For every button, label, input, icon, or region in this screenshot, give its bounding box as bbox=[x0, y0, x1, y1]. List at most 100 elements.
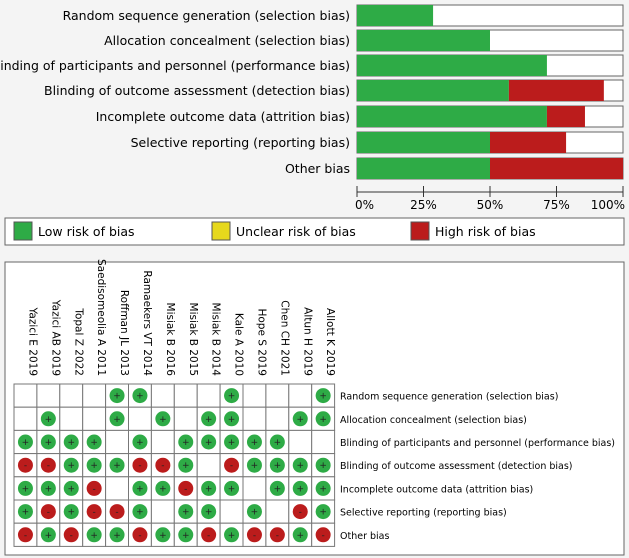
high-risk-icon bbox=[86, 504, 102, 520]
low-risk-icon bbox=[224, 480, 240, 496]
judgement-symbol: + bbox=[67, 508, 75, 518]
low-risk-icon bbox=[132, 504, 148, 520]
grid-cell bbox=[13, 406, 38, 431]
low-risk-icon bbox=[178, 434, 194, 450]
study-label: Yazici E 2019 bbox=[26, 306, 38, 376]
low-risk-icon bbox=[201, 411, 217, 427]
grid-cell bbox=[13, 383, 38, 408]
bar-segment-low bbox=[357, 30, 490, 51]
low-risk-icon bbox=[246, 504, 262, 520]
legend-swatch bbox=[13, 221, 33, 241]
low-risk-icon bbox=[86, 434, 102, 450]
judgement-symbol: - bbox=[138, 461, 141, 471]
x-tick-label: 75% bbox=[543, 198, 570, 212]
bar-segment-high bbox=[490, 158, 623, 179]
bar-segment-high bbox=[546, 106, 585, 127]
bar-segment-low bbox=[357, 5, 434, 26]
low-risk-icon bbox=[109, 411, 125, 427]
low-risk-icon bbox=[17, 480, 33, 496]
grid-cell bbox=[242, 406, 267, 431]
judgement-symbol: + bbox=[90, 461, 98, 471]
judgement-symbol: + bbox=[113, 415, 121, 425]
low-risk-icon bbox=[86, 527, 102, 543]
study-label: Topal Z 2022 bbox=[72, 307, 84, 376]
judgement-symbol: + bbox=[251, 438, 259, 448]
judgement-symbol: + bbox=[182, 531, 190, 541]
study-label: Misiak B 2015 bbox=[187, 303, 199, 376]
judgement-symbol: + bbox=[251, 508, 259, 518]
low-risk-icon bbox=[155, 480, 171, 496]
low-risk-icon bbox=[63, 504, 79, 520]
judgement-symbol: + bbox=[159, 415, 167, 425]
legend-label: High risk of bias bbox=[435, 224, 536, 239]
judgement-symbol: + bbox=[159, 531, 167, 541]
judgement-symbol: - bbox=[47, 461, 50, 471]
study-label: Misiak B 2014 bbox=[210, 303, 222, 377]
low-risk-icon bbox=[17, 434, 33, 450]
high-risk-icon bbox=[269, 527, 285, 543]
judgement-symbol: + bbox=[67, 484, 75, 494]
judgement-symbol: + bbox=[113, 461, 121, 471]
judgement-symbol: - bbox=[207, 531, 210, 541]
bar-segment-low bbox=[357, 80, 509, 101]
judgement-symbol: + bbox=[296, 484, 304, 494]
low-risk-icon bbox=[315, 480, 331, 496]
judgement-symbol: + bbox=[45, 415, 53, 425]
grid-cell bbox=[105, 476, 129, 501]
judgement-symbol: - bbox=[276, 531, 279, 541]
judgement-symbol: + bbox=[136, 392, 144, 402]
low-risk-icon bbox=[246, 457, 262, 473]
legend-swatch bbox=[211, 221, 231, 241]
low-risk-icon bbox=[40, 480, 56, 496]
judgement-symbol: + bbox=[296, 461, 304, 471]
high-risk-icon bbox=[178, 480, 194, 496]
judgement-symbol: + bbox=[45, 438, 53, 448]
study-label: Ramaekers VT 2014 bbox=[141, 270, 153, 376]
grid-cell bbox=[265, 383, 290, 408]
low-risk-icon bbox=[246, 434, 262, 450]
grid-cell bbox=[59, 383, 84, 408]
study-label: Roffman JL 2013 bbox=[118, 290, 130, 376]
grid-cell bbox=[242, 476, 267, 501]
low-risk-icon bbox=[63, 434, 79, 450]
grid-cell bbox=[128, 406, 152, 431]
judgement-symbol: - bbox=[322, 531, 325, 541]
judgement-symbol: + bbox=[22, 438, 30, 448]
high-risk-icon bbox=[224, 457, 240, 473]
judgement-symbol: + bbox=[228, 415, 236, 425]
low-risk-icon bbox=[178, 457, 194, 473]
grid-cell bbox=[82, 406, 107, 431]
legend-box bbox=[4, 217, 625, 246]
high-risk-icon bbox=[155, 457, 171, 473]
low-risk-icon bbox=[178, 504, 194, 520]
high-risk-icon bbox=[40, 504, 56, 520]
low-risk-icon bbox=[269, 457, 285, 473]
grid-cell bbox=[219, 499, 244, 524]
judgement-symbol: + bbox=[182, 508, 190, 518]
low-risk-icon bbox=[201, 434, 217, 450]
low-risk-icon bbox=[292, 480, 308, 496]
high-risk-icon bbox=[292, 504, 308, 520]
bar-category-label: Random sequence generation (selection bi… bbox=[63, 8, 350, 23]
study-label: Hope S 2019 bbox=[255, 308, 267, 376]
grid-cell bbox=[265, 406, 290, 431]
grid-cell bbox=[59, 406, 84, 431]
low-risk-icon bbox=[315, 388, 331, 404]
high-risk-icon bbox=[109, 504, 125, 520]
judgement-symbol: + bbox=[228, 392, 236, 402]
grid-cell bbox=[173, 383, 198, 408]
grid-cell bbox=[150, 499, 175, 524]
judgement-symbol: + bbox=[274, 484, 282, 494]
judgement-symbol: + bbox=[205, 438, 213, 448]
judgement-symbol: + bbox=[90, 438, 98, 448]
study-label: Misiak B 2016 bbox=[164, 303, 176, 377]
judgement-symbol: + bbox=[45, 484, 53, 494]
high-risk-icon bbox=[17, 527, 33, 543]
judgement-symbol: + bbox=[205, 415, 213, 425]
judgement-symbol: + bbox=[228, 531, 236, 541]
domain-label: Blinding of outcome assessment (detectio… bbox=[340, 461, 573, 472]
grid-cell bbox=[196, 383, 221, 408]
bar-segment-high bbox=[490, 132, 567, 153]
study-label: Allott K 2019 bbox=[324, 308, 336, 376]
judgement-symbol: + bbox=[228, 484, 236, 494]
